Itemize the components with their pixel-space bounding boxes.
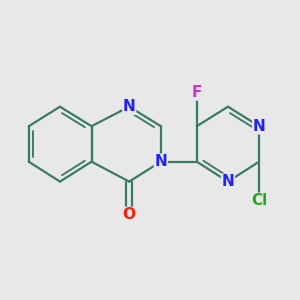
Text: N: N: [222, 174, 234, 189]
Text: O: O: [123, 208, 136, 223]
Text: F: F: [192, 85, 202, 100]
Text: Cl: Cl: [251, 193, 267, 208]
Text: N: N: [154, 154, 167, 169]
Text: N: N: [123, 99, 136, 114]
Text: N: N: [253, 119, 266, 134]
